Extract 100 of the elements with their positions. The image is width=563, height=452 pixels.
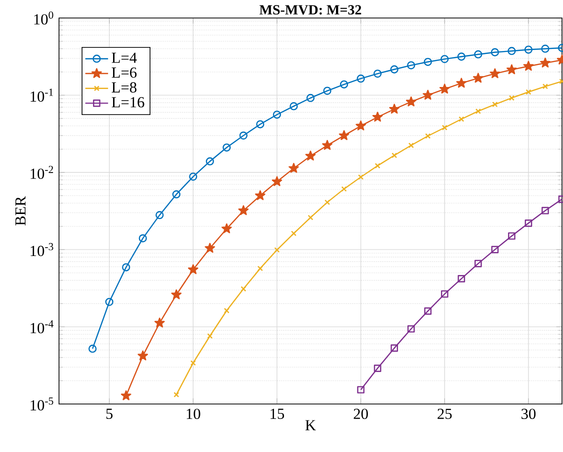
point: [172, 190, 180, 198]
point: [240, 286, 246, 292]
point: [524, 46, 533, 54]
legend-label: L=16: [112, 97, 144, 108]
point: [105, 298, 114, 306]
y-tick-label: 10$^{-3}$: [30, 243, 54, 256]
x-axis-title: K: [305, 420, 316, 430]
point: [424, 307, 432, 315]
point: [440, 54, 449, 64]
point: [222, 143, 231, 152]
point: [171, 289, 182, 300]
point: [491, 246, 499, 254]
point: [323, 86, 332, 95]
legend-label: L=4: [112, 52, 137, 63]
x-tick-label: 30: [522, 408, 536, 420]
point: [324, 200, 330, 206]
point: [508, 95, 514, 101]
point: [422, 90, 434, 100]
point: [475, 108, 481, 114]
point: [473, 72, 484, 83]
point: [341, 186, 347, 192]
point: [138, 350, 148, 360]
point: [322, 140, 332, 150]
point: [389, 104, 400, 114]
point: [424, 58, 432, 66]
y-tick-label: 10$^{-1}$: [30, 88, 53, 102]
y-tick-label: 10$^{-4}$: [30, 320, 54, 334]
y-tick-label: 10$^{-5}$: [30, 398, 54, 410]
point: [272, 110, 282, 119]
point: [306, 94, 315, 102]
point: [408, 142, 414, 148]
point: [356, 120, 366, 130]
point: [456, 78, 467, 88]
point: [439, 84, 450, 94]
point: [523, 60, 534, 71]
point: [207, 333, 213, 339]
point: [508, 46, 516, 56]
point: [204, 242, 216, 253]
point: [356, 74, 365, 83]
legend-label: L=6: [112, 67, 137, 78]
point: [508, 232, 516, 240]
point: [526, 89, 532, 95]
point: [407, 61, 416, 70]
point: [122, 263, 130, 272]
point: [206, 157, 214, 166]
point: [239, 131, 248, 140]
y-axis-title: BER: [15, 196, 26, 226]
point: [189, 172, 198, 181]
x-tick-label: 25: [438, 408, 452, 419]
point: [440, 290, 448, 298]
point: [542, 84, 548, 90]
point: [358, 174, 364, 180]
point: [474, 260, 482, 268]
legend-label: L=8: [112, 82, 136, 93]
point: [308, 214, 314, 220]
point: [541, 44, 550, 53]
point: [490, 68, 500, 78]
point: [374, 162, 380, 168]
point: [188, 264, 198, 274]
point: [340, 80, 348, 88]
point: [255, 190, 266, 200]
point: [120, 390, 132, 400]
point: [407, 325, 415, 333]
point: [357, 386, 364, 394]
point: [390, 344, 398, 352]
point: [457, 52, 466, 61]
point: [374, 70, 382, 78]
point: [238, 205, 249, 216]
point: [290, 230, 297, 236]
point: [257, 266, 263, 272]
y-tick-label: 10$^{0}$: [34, 11, 54, 25]
point: [390, 65, 398, 74]
point: [88, 344, 97, 353]
point: [138, 234, 147, 242]
chart-title: MS-MVD: M=32: [260, 5, 362, 15]
point: [305, 150, 316, 160]
point: [222, 223, 232, 234]
point: [524, 219, 532, 227]
point: [372, 112, 383, 122]
x-tick-label: 20: [354, 408, 368, 420]
point: [474, 50, 482, 58]
point: [506, 64, 517, 74]
x-tick-label: 5: [106, 408, 113, 419]
x-tick-label: 15: [270, 408, 284, 419]
point: [224, 308, 230, 314]
point: [492, 102, 498, 108]
point: [442, 124, 448, 130]
point: [154, 318, 165, 328]
point: [374, 364, 382, 372]
point: [425, 133, 431, 139]
point: [392, 152, 398, 158]
point: [540, 58, 550, 68]
point: [288, 162, 299, 173]
point: [490, 48, 499, 56]
point: [542, 206, 549, 214]
x-tick-label: 10: [186, 408, 200, 420]
point: [458, 275, 466, 282]
point: [274, 247, 280, 253]
point: [156, 211, 164, 220]
point: [190, 360, 196, 366]
